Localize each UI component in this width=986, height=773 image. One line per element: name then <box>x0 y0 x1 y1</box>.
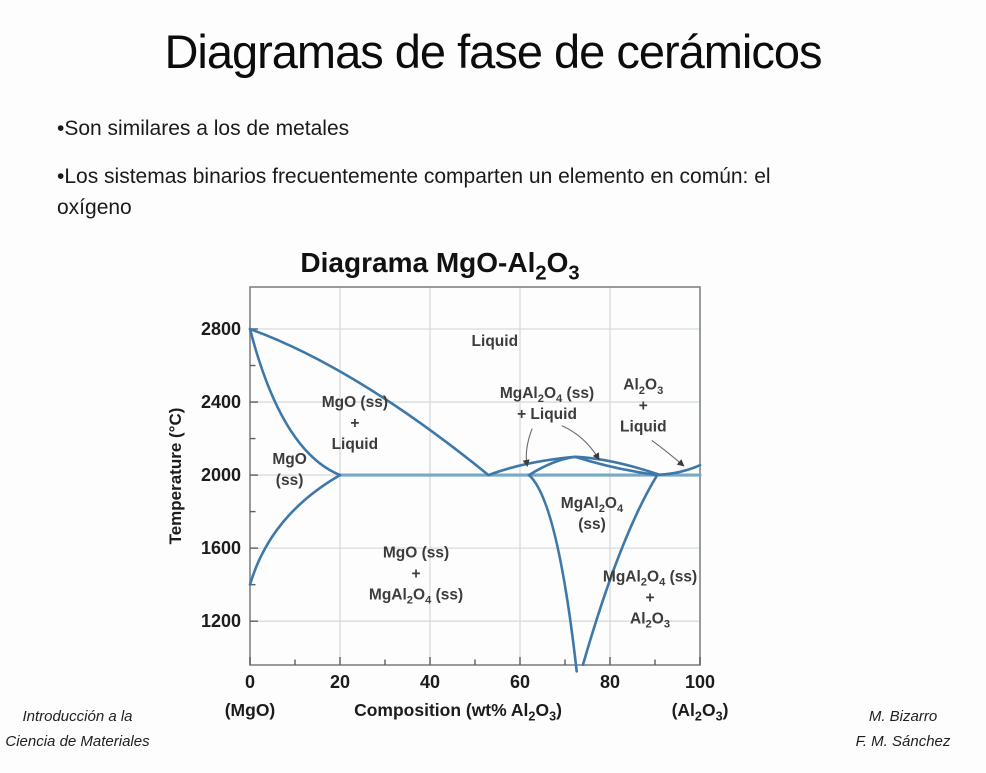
axis-ticks <box>249 328 701 665</box>
footer-line: F. M. Sánchez <box>855 733 951 750</box>
footer-line: M. Bizarro <box>868 708 938 725</box>
region-label: MgAl2O4 (ss) <box>369 586 463 606</box>
x-tick-label: 0 <box>245 672 255 692</box>
x-axis-endpoint-label: (MgO) <box>225 700 276 720</box>
phase-diagram: 2800 2400 2000 1600 1200 0 20 40 60 80 100 Liquid Mg… <box>166 247 729 724</box>
region-label: + <box>412 565 421 582</box>
region-label: Al2O3 <box>630 610 670 630</box>
region-label: MgO (ss) <box>322 394 388 411</box>
curve-mgo-liquidus <box>248 327 490 477</box>
region-label: MgO (ss) <box>383 544 449 561</box>
region-label: Liquid <box>472 333 519 350</box>
y-tick-label: 1600 <box>201 538 241 558</box>
y-tick-label: 2000 <box>201 465 241 485</box>
phase-diagram-container: 2800 2400 2000 1600 1200 0 20 40 60 80 100 Liquid Mg… <box>150 235 800 735</box>
x-axis-title: Composition (wt% Al2O3) <box>354 700 562 724</box>
bullet-line: •Los sistemas binarios frecuentemente co… <box>57 165 771 188</box>
curve-spinel-liquidus-right <box>574 455 661 477</box>
footer-course: Introducción a la Ciencia de Materiales <box>0 704 165 754</box>
arrow-to-right-lens <box>561 425 600 461</box>
y-tick-label: 1200 <box>201 611 241 631</box>
x-tick-label: 20 <box>330 672 350 692</box>
region-label: + Liquid <box>517 406 577 423</box>
region-label: + <box>350 415 359 432</box>
region-label: + <box>646 589 655 606</box>
region-label: MgAl2O4 <box>561 495 624 515</box>
region-label: MgAl2O4 (ss) <box>603 568 697 588</box>
curve-mgo-solvus <box>248 473 342 586</box>
chart-title: Diagrama MgO-Al2O3 <box>300 247 579 285</box>
curve-mgo-solidus <box>248 327 342 477</box>
slide-title: Diagramas de fase de cerámicos <box>164 25 822 78</box>
region-label: (ss) <box>276 472 304 489</box>
y-tick-label: 2400 <box>201 392 241 412</box>
region-label: Liquid <box>620 419 667 436</box>
region-label: (ss) <box>578 516 606 533</box>
region-label: Liquid <box>332 436 379 453</box>
x-tick-label: 100 <box>685 672 715 692</box>
region-label: Al2O3 <box>623 377 663 397</box>
x-tick-label: 80 <box>600 672 620 692</box>
curve-spinel-solvus-left <box>527 473 578 673</box>
footer-line: Ciencia de Materiales <box>5 733 150 750</box>
region-label: MgO <box>272 451 306 468</box>
x-tick-label: 40 <box>420 672 440 692</box>
y-tick-label: 2800 <box>201 319 241 339</box>
y-axis-title: Temperature (°C) <box>166 408 185 545</box>
footer-authors: M. Bizarro F. M. Sánchez <box>828 704 978 754</box>
arrow-to-left-lens <box>522 428 533 467</box>
curve-spinel-solidus-right <box>574 455 659 477</box>
x-tick-label: 60 <box>510 672 530 692</box>
footer-line: Introducción a la <box>22 708 133 725</box>
curve-alumina-liquidus <box>658 463 702 477</box>
curve-spinel-solvus-right <box>581 473 659 666</box>
bullet-point: •Son similares a los de metales <box>57 117 350 140</box>
bullet-line: oxígeno <box>57 196 132 219</box>
x-axis-endpoint-label: (Al2O3) <box>672 700 729 724</box>
region-label: + <box>639 398 648 415</box>
curve-spinel-solidus-left <box>527 455 577 477</box>
bullet-point: •Los sistemas binarios frecuentemente co… <box>57 161 937 223</box>
arrow-to-al2o3-liquid <box>651 439 685 467</box>
region-label: MgAl2O4 (ss) <box>500 385 594 405</box>
grid <box>250 287 700 665</box>
